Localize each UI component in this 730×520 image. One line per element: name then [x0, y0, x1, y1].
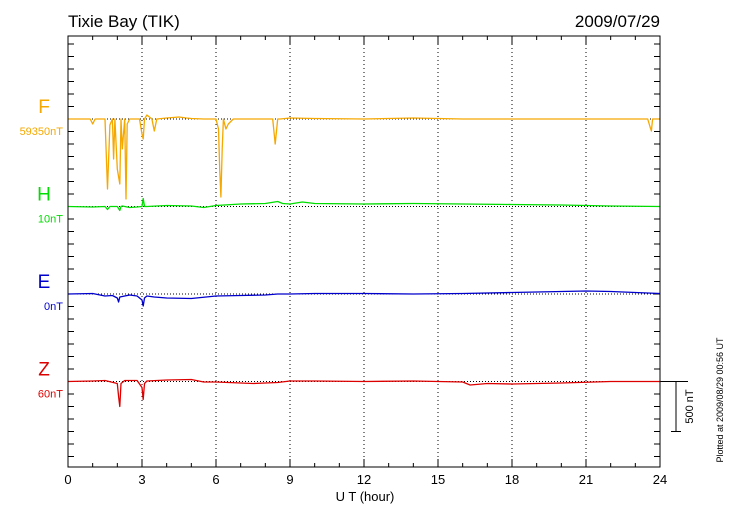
series-baseline-label-f: 59350nT	[20, 126, 64, 138]
scale-bar-label: 500 nT	[684, 389, 696, 424]
x-tick-label: 21	[579, 472, 593, 487]
chart-title: Tixie Bay (TIK)	[68, 12, 180, 31]
x-axis-label: U T (hour)	[336, 489, 395, 504]
x-tick-label: 9	[286, 472, 293, 487]
series-baseline-label-h: 10nT	[38, 214, 63, 226]
series-name-e: E	[38, 272, 51, 293]
series-line-f	[68, 114, 660, 200]
series-name-z: Z	[38, 360, 50, 381]
scale-bar	[660, 381, 688, 432]
series-line-e	[67, 290, 661, 307]
series-name-f: F	[38, 97, 50, 118]
x-tick-label: 0	[64, 472, 71, 487]
baselines	[68, 118, 660, 382]
series-name-h: H	[37, 185, 51, 206]
series-baseline-label-z: 60nT	[38, 389, 63, 401]
x-tick-label: 3	[138, 472, 145, 487]
series-baseline-label-e: 0nT	[44, 301, 63, 313]
chart-date: 2009/07/29	[575, 12, 660, 31]
x-tick-label: 18	[505, 472, 519, 487]
x-tick-label: 12	[357, 472, 371, 487]
series-traces	[67, 114, 661, 408]
x-tick-labels: 0 3 6 9 12 15 18 21 24	[64, 472, 667, 487]
x-tick-label: 6	[212, 472, 219, 487]
vertical-grid	[141, 36, 587, 467]
series-line-z	[67, 378, 660, 408]
plot-frame	[67, 35, 661, 468]
x-tick-label: 15	[431, 472, 445, 487]
plotted-at-note: Plotted at 2009/08/29 00:56 UT	[715, 337, 725, 463]
x-tick-label: 24	[653, 472, 667, 487]
channel-labels: F 59350nT H 10nT E 0nT Z 60nT	[20, 97, 64, 401]
axis-ticks	[67, 36, 661, 467]
series-line-h	[67, 197, 661, 212]
